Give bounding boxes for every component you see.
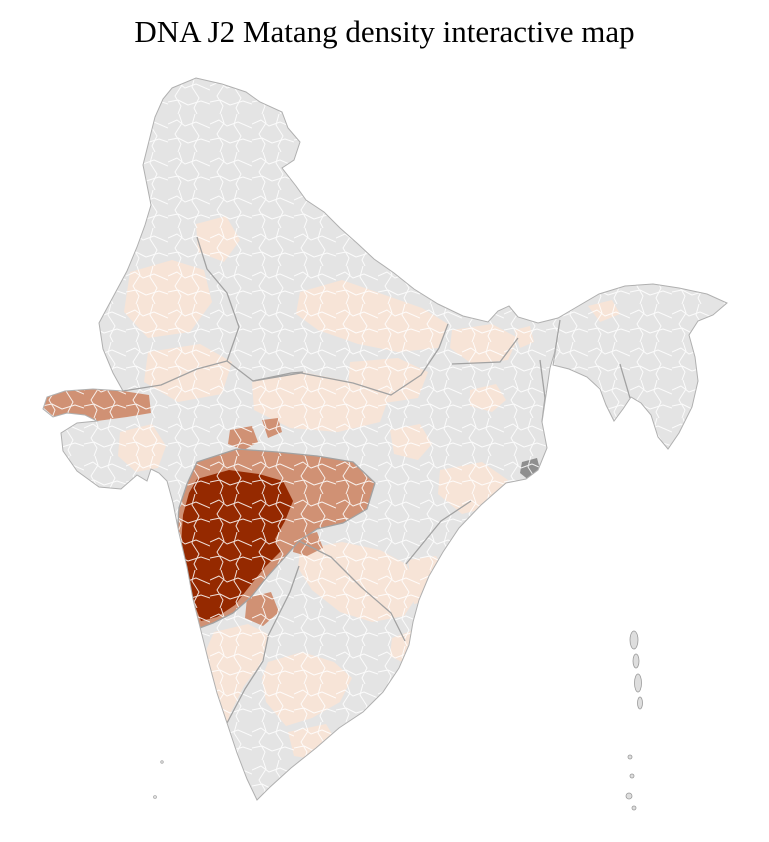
andaman-nicobar-islands[interactable] — [625, 630, 643, 811]
state-borders — [122, 236, 631, 724]
lakshadweep-islands[interactable] — [153, 760, 164, 799]
page-title: DNA J2 Matang density interactive map — [134, 14, 635, 49]
